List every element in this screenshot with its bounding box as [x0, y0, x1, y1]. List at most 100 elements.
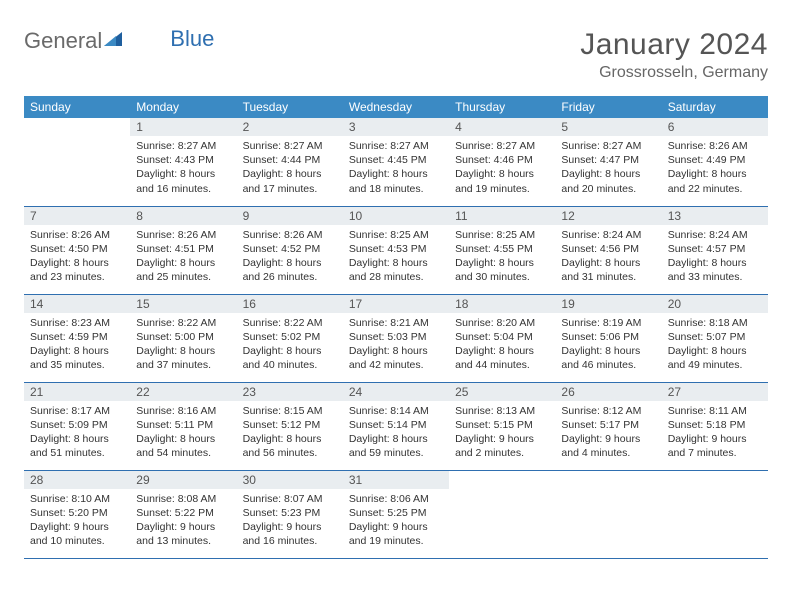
- calendar-row: 14Sunrise: 8:23 AMSunset: 4:59 PMDayligh…: [24, 294, 768, 382]
- day-details: Sunrise: 8:07 AMSunset: 5:23 PMDaylight:…: [237, 489, 343, 553]
- day-details: Sunrise: 8:10 AMSunset: 5:20 PMDaylight:…: [24, 489, 130, 553]
- daylight-line: Daylight: 9 hours and 2 minutes.: [455, 433, 534, 459]
- calendar-body: 1Sunrise: 8:27 AMSunset: 4:43 PMDaylight…: [24, 118, 768, 558]
- sunrise-line: Sunrise: 8:13 AM: [455, 405, 535, 417]
- sunset-line: Sunset: 4:51 PM: [136, 243, 214, 255]
- sunset-line: Sunset: 5:04 PM: [455, 331, 533, 343]
- daylight-line: Daylight: 8 hours and 46 minutes.: [561, 345, 640, 371]
- daylight-line: Daylight: 8 hours and 51 minutes.: [30, 433, 109, 459]
- calendar-cell: 6Sunrise: 8:26 AMSunset: 4:49 PMDaylight…: [662, 118, 768, 206]
- daylight-line: Daylight: 8 hours and 44 minutes.: [455, 345, 534, 371]
- calendar-cell: 26Sunrise: 8:12 AMSunset: 5:17 PMDayligh…: [555, 382, 661, 470]
- daylight-line: Daylight: 8 hours and 20 minutes.: [561, 168, 640, 194]
- day-details: Sunrise: 8:27 AM Sunset: 4:47 PM Daylight:…: [555, 136, 661, 200]
- day-details: Sunrise: 8:25 AMSunset: 4:53 PMDaylight:…: [343, 225, 449, 289]
- calendar-cell: 19Sunrise: 8:19 AMSunset: 5:06 PMDayligh…: [555, 294, 661, 382]
- daylight-line: Daylight: 8 hours and 56 minutes.: [243, 433, 322, 459]
- daylight-line: Daylight: 9 hours and 19 minutes.: [349, 521, 428, 547]
- daylight-line: Daylight: 8 hours and 18 minutes.: [349, 168, 428, 194]
- day-details: Sunrise: 8:16 AMSunset: 5:11 PMDaylight:…: [130, 401, 236, 465]
- sunset-line: Sunset: 5:06 PM: [561, 331, 639, 343]
- sunrise-line: Sunrise: 8:19 AM: [561, 317, 641, 329]
- sunset-line: Sunset: 5:17 PM: [561, 419, 639, 431]
- day-details: Sunrise: 8:06 AMSunset: 5:25 PMDaylight:…: [343, 489, 449, 553]
- calendar-row: 1Sunrise: 8:27 AMSunset: 4:43 PMDaylight…: [24, 118, 768, 206]
- calendar-cell: 30Sunrise: 8:07 AMSunset: 5:23 PMDayligh…: [237, 470, 343, 558]
- sunrise-line: Sunrise: 8:26 AM: [30, 229, 110, 241]
- calendar-cell: 29Sunrise: 8:08 AMSunset: 5:22 PMDayligh…: [130, 470, 236, 558]
- sunrise-line: Sunrise: 8:26 AM: [668, 140, 748, 152]
- day-details: Sunrise: 8:26 AMSunset: 4:50 PMDaylight:…: [24, 225, 130, 289]
- sunset-line: Sunset: 5:02 PM: [243, 331, 321, 343]
- day-details: Sunrise: 8:26 AMSunset: 4:52 PMDaylight:…: [237, 225, 343, 289]
- calendar-cell: 15Sunrise: 8:22 AMSunset: 5:00 PMDayligh…: [130, 294, 236, 382]
- brand-sail-icon: [102, 28, 124, 54]
- sunrise-line: Sunrise: 8:25 AM: [349, 229, 429, 241]
- sunset-line: Sunset: 4:55 PM: [455, 243, 533, 255]
- day-details: Sunrise: 8:26 AMSunset: 4:51 PMDaylight:…: [130, 225, 236, 289]
- daylight-line: Daylight: 8 hours and 59 minutes.: [349, 433, 428, 459]
- sunset-line: Sunset: 4:44 PM: [243, 154, 321, 166]
- calendar-cell: 18Sunrise: 8:20 AMSunset: 5:04 PMDayligh…: [449, 294, 555, 382]
- day-number: 29: [130, 471, 236, 489]
- calendar-cell-empty: [449, 470, 555, 558]
- day-number: 15: [130, 295, 236, 313]
- sunrise-line: Sunrise: 8:23 AM: [30, 317, 110, 329]
- calendar-cell: 10Sunrise: 8:25 AMSunset: 4:53 PMDayligh…: [343, 206, 449, 294]
- sunset-line: Sunset: 5:23 PM: [243, 507, 321, 519]
- day-details: Sunrise: 8:27 AMSunset: 4:43 PMDaylight:…: [130, 136, 236, 200]
- sunrise-line: Sunrise: 8:22 AM: [243, 317, 323, 329]
- day-number: 27: [662, 383, 768, 401]
- sunrise-line: Sunrise: 8:27 AM: [455, 140, 535, 152]
- day-details: Sunrise: 8:19 AM Sunset: 5:06 PM Daylight:…: [555, 313, 661, 377]
- sunset-line: Sunset: 4:47 PM: [561, 154, 639, 166]
- sunrise-line: Sunrise: 8:14 AM: [349, 405, 429, 417]
- day-number: 25: [449, 383, 555, 401]
- day-number: 9: [237, 207, 343, 225]
- day-number: 21: [24, 383, 130, 401]
- sunset-line: Sunset: 4:46 PM: [455, 154, 533, 166]
- day-number: 22: [130, 383, 236, 401]
- day-number: 30: [237, 471, 343, 489]
- day-number: 23: [237, 383, 343, 401]
- day-number: 11: [449, 207, 555, 225]
- day-details: Sunrise: 8:24 AMSunset: 4:57 PMDaylight:…: [662, 225, 768, 289]
- header: General Blue January 2024 Grossrosseln, …: [24, 28, 768, 82]
- sunset-line: Sunset: 4:56 PM: [561, 243, 639, 255]
- sunrise-line: Sunrise: 8:15 AM: [243, 405, 323, 417]
- day-details: Sunrise: 8:18 AMSunset: 5:07 PMDaylight:…: [662, 313, 768, 377]
- brand-part1: General: [24, 28, 102, 54]
- daylight-line: Daylight: 9 hours and 10 minutes.: [30, 521, 109, 547]
- calendar-cell: 14Sunrise: 8:23 AMSunset: 4:59 PMDayligh…: [24, 294, 130, 382]
- calendar-cell-empty: [24, 118, 130, 206]
- sunrise-line: Sunrise: 8:24 AM: [668, 229, 748, 241]
- calendar-cell: 7Sunrise: 8:26 AMSunset: 4:50 PMDaylight…: [24, 206, 130, 294]
- calendar-cell: 27Sunrise: 8:11 AMSunset: 5:18 PMDayligh…: [662, 382, 768, 470]
- calendar-cell: 1Sunrise: 8:27 AMSunset: 4:43 PMDaylight…: [130, 118, 236, 206]
- day-number: 7: [24, 207, 130, 225]
- daylight-line: Daylight: 8 hours and 19 minutes.: [455, 168, 534, 194]
- day-number: 24: [343, 383, 449, 401]
- sunrise-line: Sunrise: 8:27 AM: [561, 140, 641, 152]
- sunset-line: Sunset: 5:14 PM: [349, 419, 427, 431]
- day-details: Sunrise: 8:26 AMSunset: 4:49 PMDaylight:…: [662, 136, 768, 200]
- weekday-header: Sunday: [24, 96, 130, 118]
- day-details: Sunrise: 8:11 AMSunset: 5:18 PMDaylight:…: [662, 401, 768, 465]
- day-details: Sunrise: 8:20 AMSunset: 5:04 PMDaylight:…: [449, 313, 555, 377]
- calendar-cell: 25Sunrise: 8:13 AMSunset: 5:15 PMDayligh…: [449, 382, 555, 470]
- sunrise-line: Sunrise: 8:12 AM: [561, 405, 641, 417]
- calendar-cell-empty: [662, 470, 768, 558]
- sunset-line: Sunset: 4:59 PM: [30, 331, 108, 343]
- day-details: Sunrise: 8:24 AMSunset: 4:56 PMDaylight:…: [555, 225, 661, 289]
- day-details: Sunrise: 8:13 AMSunset: 5:15 PMDaylight:…: [449, 401, 555, 465]
- day-details: Sunrise: 8:27 AMSunset: 4:44 PMDaylight:…: [237, 136, 343, 200]
- calendar-cell: 11Sunrise: 8:25 AMSunset: 4:55 PMDayligh…: [449, 206, 555, 294]
- sunrise-line: Sunrise: 8:26 AM: [136, 229, 216, 241]
- day-details: Sunrise: 8:25 AMSunset: 4:55 PMDaylight:…: [449, 225, 555, 289]
- daylight-line: Daylight: 8 hours and 17 minutes.: [243, 168, 322, 194]
- sunrise-line: Sunrise: 8:11 AM: [668, 405, 747, 417]
- calendar-row: 21Sunrise: 8:17 AMSunset: 5:09 PMDayligh…: [24, 382, 768, 470]
- sunset-line: Sunset: 4:45 PM: [349, 154, 427, 166]
- brand-logo: General Blue: [24, 28, 214, 54]
- weekday-header: Monday: [130, 96, 236, 118]
